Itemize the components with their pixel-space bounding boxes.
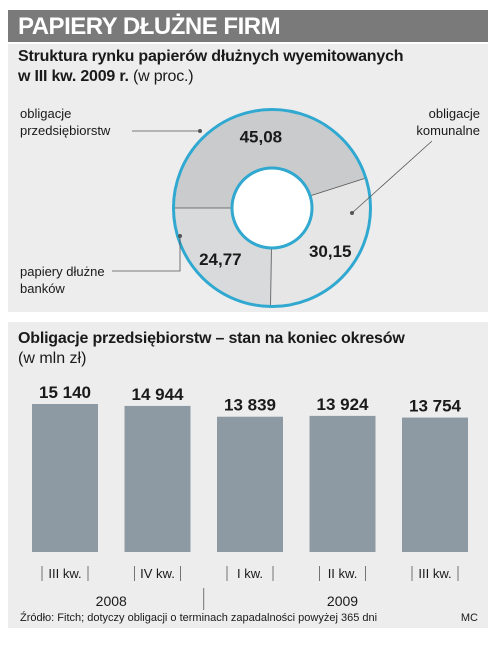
- bar-category-label: I kw.: [237, 566, 263, 581]
- bar-unit: (w mln zł): [18, 350, 87, 367]
- donut-divider: [270, 247, 272, 305]
- donut-divider: [309, 178, 365, 197]
- donut-leader-dot: [178, 234, 182, 238]
- bar-value-label: 13 839: [224, 396, 276, 415]
- donut-slice-3: [175, 208, 272, 305]
- bar-category-label: II kw.: [328, 566, 358, 581]
- donut-chart: 45,0830,1524,77obligacjeprzedsiębiorstwo…: [20, 106, 480, 308]
- bar: [402, 417, 468, 552]
- source-note: Źródło: Fitch; dotyczy obligacji o termi…: [20, 612, 378, 624]
- bar-category-label: III kw.: [418, 566, 451, 581]
- donut-callout: obligacje komunalne: [350, 106, 480, 215]
- donut-callout-label: banków: [20, 281, 65, 296]
- donut-leader-dot: [198, 129, 202, 133]
- bar-category-label: IV kw.: [140, 566, 175, 581]
- bar-group-label: 2009: [327, 593, 358, 609]
- bar-value-label: 15 140: [39, 383, 91, 402]
- donut-leader-line: [351, 140, 433, 214]
- page-title: PAPIERY DŁUŻNE FIRM: [18, 13, 281, 40]
- donut-callout-label: komunalne: [416, 123, 480, 138]
- bar: [217, 416, 283, 552]
- bar-category-label: III kw.: [48, 566, 81, 581]
- header-bar: PAPIERY DŁUŻNE FIRM: [8, 10, 488, 42]
- bar: [32, 404, 98, 552]
- donut-slice-1: [175, 111, 365, 208]
- bar-title: Obligacje przedsiębiorstw – stan na koni…: [18, 330, 405, 347]
- bar: [124, 405, 191, 552]
- donut-hole: [230, 166, 314, 250]
- donut-value-label: 24,77: [199, 250, 242, 269]
- bar-value-label: 13 924: [317, 395, 370, 414]
- donut-leader-dot: [350, 211, 354, 215]
- author-credit: MC: [460, 612, 478, 624]
- donut-callout-label: obligacje: [20, 106, 71, 121]
- donut-leader-line: [112, 236, 181, 272]
- bar-value-label: 13 754: [409, 397, 462, 416]
- donut-value-label: 30,15: [309, 242, 352, 261]
- pie-title-line2: w III kw. 2009 r.: [18, 68, 129, 85]
- donut-slice-2: [270, 178, 369, 305]
- donut-callout-label: obligacje: [429, 106, 480, 121]
- donut-callout-label: papiery dłużne: [20, 264, 105, 279]
- pie-title-line1: Struktura rynku papierów dłużnych wyemit…: [18, 48, 404, 65]
- bar-value-label: 14 944: [132, 385, 185, 404]
- donut-callout: obligacje przedsiębiorstw: [20, 106, 202, 138]
- donut-value-label: 45,08: [240, 127, 283, 146]
- donut-callout: papiery dłużne banków: [20, 234, 182, 296]
- pie-title-line2-wrap: w III kw. 2009 r. (w proc.): [18, 68, 194, 86]
- donut-outer-ring: [172, 108, 372, 308]
- bar: [309, 415, 376, 552]
- donut-callout-label: przedsiębiorstw: [20, 123, 111, 138]
- pie-unit: (w proc.): [133, 68, 194, 85]
- bar-group-label: 2008: [96, 593, 127, 609]
